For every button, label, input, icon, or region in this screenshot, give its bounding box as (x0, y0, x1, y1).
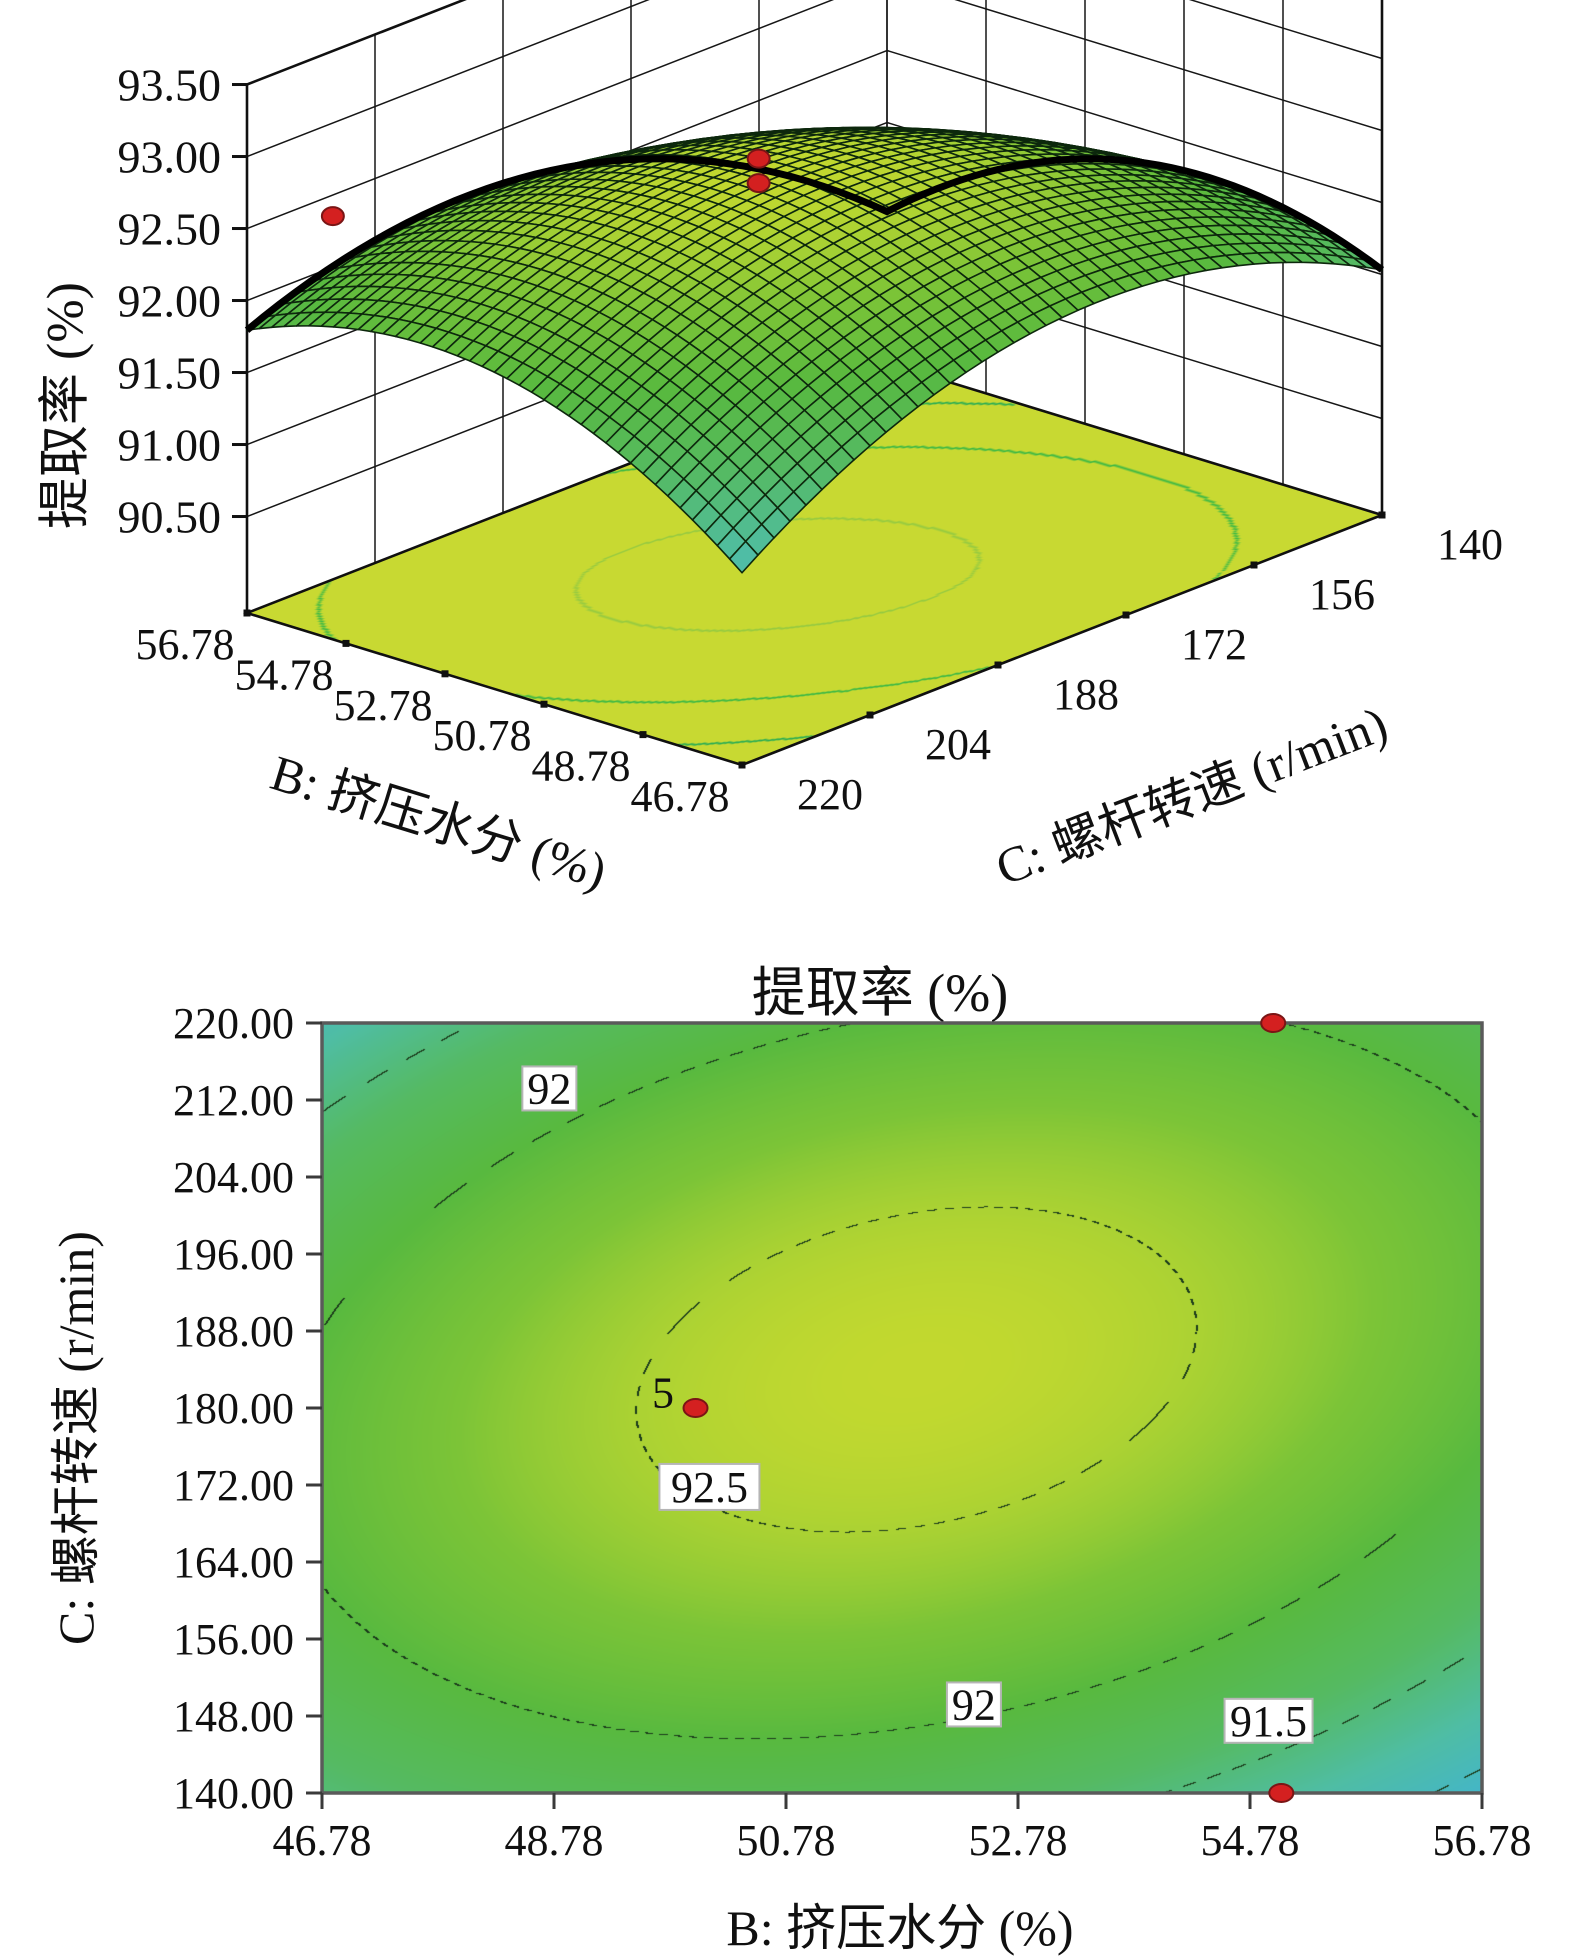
z-tick-label: 92.00 (118, 276, 222, 327)
x-tick-label: 48.78 (505, 1816, 604, 1865)
y-tick-label: 164.00 (173, 1538, 294, 1587)
contour-label: 92 (527, 1064, 571, 1113)
contour-label: 92 (952, 1680, 996, 1729)
contour-y-axis-title: C: 螺杆转速 (r/min) (36, 1176, 108, 1700)
z-tick-label: 90.50 (118, 492, 222, 543)
b-tick-label: 56.78 (136, 620, 235, 669)
contour-axis-labels: 46.78 48.78 50.78 52.78 54.78 56.78 220.00 212.… (173, 999, 1532, 1865)
design-point (748, 174, 770, 192)
b-tick-label: 48.78 (532, 742, 631, 791)
z-tick-label: 91.50 (118, 348, 222, 399)
x-tick-label: 54.78 (1201, 1816, 1300, 1865)
x-tick-label: 56.78 (1433, 1816, 1532, 1865)
b-tick-label: 54.78 (235, 650, 334, 699)
contour-value-labels: 92 5 92.5 92 91.5 (522, 1064, 1312, 1745)
contour-label: 5 (652, 1369, 674, 1418)
contour-label: 91.5 (1230, 1697, 1307, 1746)
c-tick-label: 156 (1309, 570, 1375, 619)
design-point (322, 207, 344, 225)
c-tick-label: 188 (1053, 670, 1119, 719)
y-tick-label: 204.00 (173, 1153, 294, 1202)
y-tick-label: 188.00 (173, 1307, 294, 1356)
design-point (1261, 1014, 1285, 1032)
surface-z-axis-title: 提取率 (%) (23, 196, 98, 616)
design-point (748, 150, 770, 168)
design-point (684, 1399, 708, 1417)
b-tick-label: 50.78 (433, 711, 532, 760)
y-tick-label: 156.00 (173, 1615, 294, 1664)
c-tick-label: 140 (1437, 520, 1503, 569)
y-tick-label: 148.00 (173, 1692, 294, 1741)
contour-label: 92.5 (671, 1463, 748, 1512)
c-tick-label: 204 (925, 720, 991, 769)
y-tick-label: 180.00 (173, 1384, 294, 1433)
y-tick-label: 212.00 (173, 1076, 294, 1125)
c-tick-label: 220 (797, 770, 863, 819)
z-tick-label: 93.00 (118, 132, 222, 183)
b-tick-label: 46.78 (631, 772, 730, 821)
x-tick-label: 52.78 (969, 1816, 1068, 1865)
y-tick-label: 140.00 (173, 1769, 294, 1818)
x-tick-label: 50.78 (737, 1816, 836, 1865)
c-tick-label: 172 (1181, 620, 1247, 669)
y-tick-label: 220.00 (173, 999, 294, 1048)
contour-axis-ticks (306, 1023, 1482, 1809)
z-tick-label: 91.00 (118, 420, 222, 471)
z-tick-label: 93.50 (118, 60, 222, 111)
z-tick-label: 92.50 (118, 204, 222, 255)
x-tick-label: 46.78 (273, 1816, 372, 1865)
design-point (1269, 1784, 1293, 1802)
contour-x-axis-title: B: 挤压水分 (%) (600, 1888, 1200, 1960)
contour-overlay: 46.78 48.78 50.78 52.78 54.78 56.78 220.00 212.… (0, 880, 1580, 1956)
y-tick-label: 196.00 (173, 1230, 294, 1279)
b-tick-label: 52.78 (334, 681, 433, 730)
y-tick-label: 172.00 (173, 1461, 294, 1510)
contour-plot-border (322, 1023, 1482, 1793)
